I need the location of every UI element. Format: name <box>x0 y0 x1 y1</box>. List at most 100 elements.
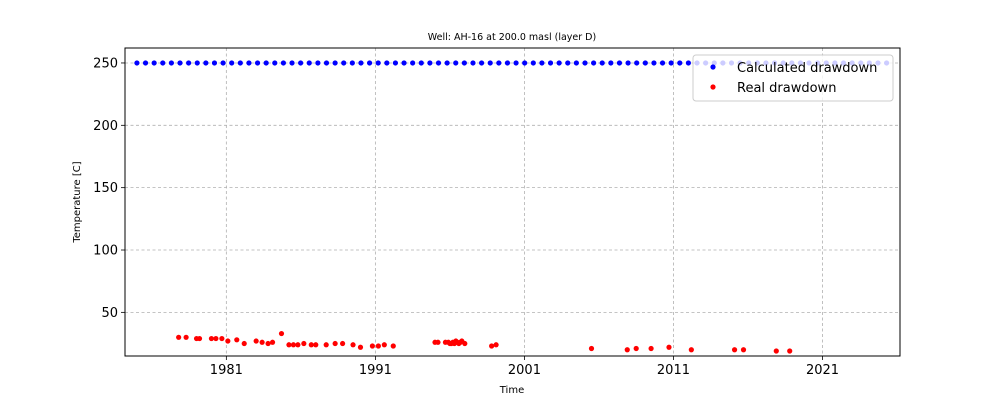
calculated-drawdown-point <box>366 60 373 66</box>
real-drawdown-point <box>241 340 247 347</box>
real-drawdown-point <box>183 334 189 340</box>
y-tick-label: 250 <box>93 56 118 71</box>
grid-lines <box>125 48 900 356</box>
calculated-drawdown-point <box>211 60 218 66</box>
real-drawdown-point <box>731 347 738 353</box>
real-drawdown-point <box>253 338 259 344</box>
calculated-drawdown-point <box>289 60 295 66</box>
real-drawdown-point <box>290 342 297 348</box>
calculated-drawdown-point <box>539 60 545 66</box>
real-drawdown-point <box>588 345 595 352</box>
calculated-drawdown-point <box>142 60 149 66</box>
real-drawdown-point <box>350 342 356 348</box>
calculated-drawdown-point <box>332 60 338 66</box>
calculated-drawdown-point <box>194 60 200 66</box>
real-drawdown-point <box>225 338 231 344</box>
real-drawdown-point <box>648 345 654 352</box>
calculated-drawdown-point <box>306 60 312 66</box>
calculated-drawdown-point <box>668 60 674 66</box>
real-drawdown-point <box>196 335 203 342</box>
calculated-drawdown-point <box>599 60 605 66</box>
calculated-drawdown-point <box>186 60 192 66</box>
calculated-drawdown-point <box>487 60 493 66</box>
x-axis-label: Time <box>499 385 524 396</box>
real-drawdown-point <box>489 343 495 349</box>
calculated-drawdown-point <box>556 60 562 66</box>
real-drawdown-point <box>339 340 346 347</box>
y-tick-label: 200 <box>93 119 118 134</box>
real-drawdown-point <box>624 347 630 353</box>
calculated-drawdown-point <box>565 60 571 66</box>
real-drawdown-point <box>493 342 499 348</box>
calculated-drawdown-point <box>280 60 287 66</box>
legend: Calculated drawdown Real drawdown <box>692 54 894 102</box>
y-tick-label: 100 <box>93 244 118 259</box>
calculated-drawdown-point <box>177 60 183 66</box>
calculated-drawdown-point <box>246 60 252 66</box>
y-axis-label: Temperature [C] <box>72 161 83 243</box>
calculated-drawdown-point <box>685 60 691 66</box>
real-drawdown-point <box>666 344 672 350</box>
calculated-drawdown-point <box>392 60 399 66</box>
calculated-drawdown-point <box>358 60 364 66</box>
calculated-drawdown-point <box>608 60 614 66</box>
calculated-drawdown-point <box>582 60 588 66</box>
real-drawdown-point <box>462 340 468 347</box>
calculated-drawdown-point <box>616 60 623 66</box>
calculated-drawdown-point <box>435 60 442 66</box>
legend-marker-calculated <box>710 64 716 70</box>
real-drawdown-point <box>295 342 301 348</box>
calculated-drawdown-point <box>634 60 640 66</box>
real-drawdown-point <box>773 348 779 354</box>
calculated-drawdown-point <box>263 60 269 66</box>
real-drawdown-point <box>269 339 276 345</box>
real-drawdown-point <box>301 340 307 347</box>
calculated-drawdown-point <box>410 60 416 66</box>
calculated-drawdown-point <box>444 60 450 66</box>
real-drawdown-point <box>390 343 396 349</box>
calculated-drawdown-point <box>496 60 502 66</box>
real-drawdown-point <box>688 347 694 353</box>
real-drawdown-series <box>176 330 793 354</box>
calculated-drawdown-point <box>401 60 407 66</box>
x-tick-label: 2011 <box>657 363 690 378</box>
calculated-drawdown-point <box>375 60 381 66</box>
real-drawdown-point <box>259 339 265 345</box>
real-drawdown-point <box>234 337 240 343</box>
chart-title: Well: AH-16 at 200.0 masl (layer D) <box>428 32 596 43</box>
calculated-drawdown-point <box>461 60 467 66</box>
real-drawdown-point <box>375 343 381 349</box>
calculated-drawdown-point <box>168 60 174 66</box>
real-drawdown-point <box>213 335 219 342</box>
calculated-drawdown-point <box>573 60 579 66</box>
calculated-drawdown-point <box>298 60 304 66</box>
real-drawdown-point <box>286 342 292 348</box>
legend-label-real: Real drawdown <box>737 81 836 96</box>
calculated-drawdown-point <box>642 60 648 66</box>
calculated-drawdown-point <box>513 60 519 66</box>
calculated-drawdown-point <box>625 60 631 66</box>
legend-label-calculated: Calculated drawdown <box>737 61 877 76</box>
real-drawdown-point <box>265 340 271 347</box>
calculated-drawdown-point <box>229 60 235 66</box>
calculated-drawdown-point <box>323 60 330 66</box>
real-drawdown-point <box>381 342 387 348</box>
calculated-drawdown-point <box>160 60 166 66</box>
plot-frame <box>124 47 901 357</box>
real-drawdown-point <box>740 347 747 353</box>
calculated-drawdown-point <box>530 60 536 66</box>
real-drawdown-point <box>633 345 639 352</box>
x-tick-label: 1991 <box>359 363 392 378</box>
calculated-drawdown-point <box>470 60 476 66</box>
calculated-drawdown-point <box>659 60 666 66</box>
calculated-drawdown-point <box>151 60 157 66</box>
real-drawdown-point <box>208 335 215 342</box>
calculated-drawdown-point <box>478 60 485 66</box>
calculated-drawdown-point <box>341 60 347 66</box>
calculated-drawdown-point <box>591 60 597 66</box>
calculated-drawdown-point <box>453 60 459 66</box>
calculated-drawdown-point <box>272 60 278 66</box>
calculated-drawdown-point <box>418 60 424 66</box>
calculated-drawdown-point <box>134 60 140 66</box>
